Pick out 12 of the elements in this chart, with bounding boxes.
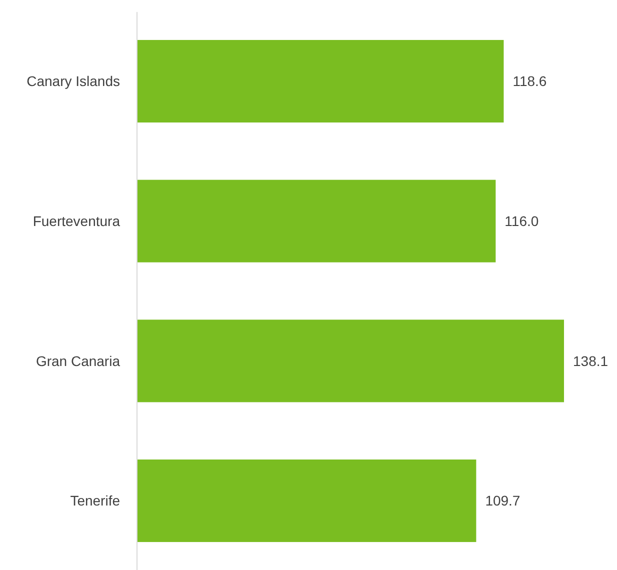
data-label: 116.0 xyxy=(504,212,539,229)
y-tick-label: Tenerife xyxy=(70,492,120,509)
y-tick-label: Gran Canaria xyxy=(36,352,120,369)
y-tick-label: Fuerteventura xyxy=(32,212,120,229)
bar xyxy=(137,40,504,122)
y-tick-label: Canary Islands xyxy=(26,73,120,90)
bar xyxy=(137,460,476,542)
data-label: 118.6 xyxy=(512,73,547,90)
data-label: 109.7 xyxy=(485,492,520,509)
bar xyxy=(137,320,564,402)
bar xyxy=(137,180,496,262)
data-label: 138.1 xyxy=(573,352,608,369)
